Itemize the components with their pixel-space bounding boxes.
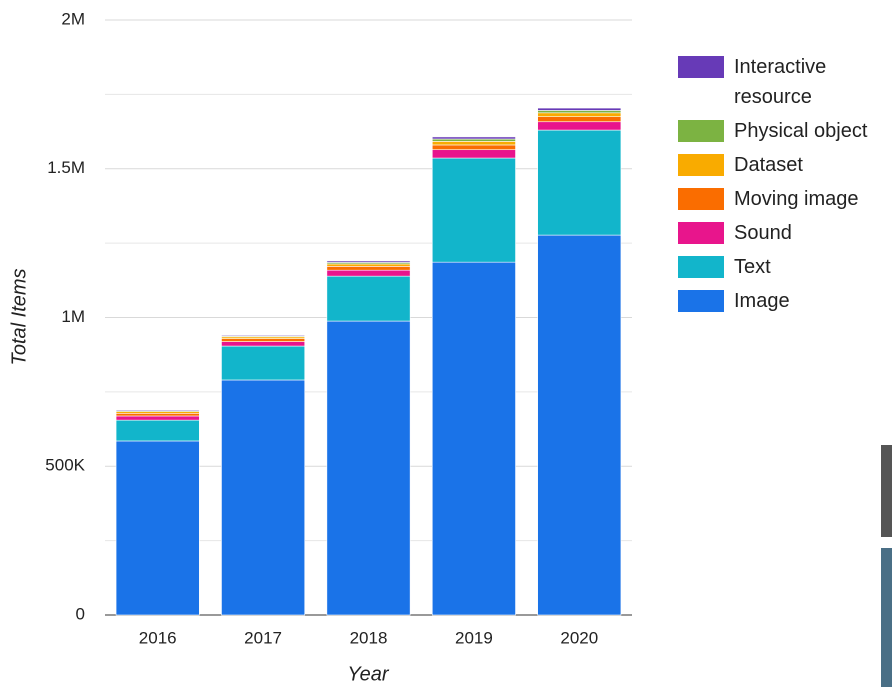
bar-segment [221, 339, 304, 342]
legend-swatch [678, 120, 724, 142]
legend-label: Image [734, 286, 892, 316]
legend-label: Physical object [734, 116, 892, 146]
bar-segment [221, 342, 304, 346]
bar-segment [221, 346, 304, 380]
x-tick-label: 2018 [350, 628, 388, 647]
bar-segment [432, 139, 515, 141]
bar-segment [432, 158, 515, 262]
legend-swatch [678, 56, 724, 78]
bar-segment [116, 441, 199, 615]
legend-item: Sound [678, 222, 892, 248]
legend-item: Image [678, 290, 892, 316]
bar-segment [538, 110, 621, 112]
legend-swatch [678, 154, 724, 176]
legend-swatch [678, 188, 724, 210]
bar-segment [432, 141, 515, 145]
bar-segment [116, 410, 199, 411]
legend-item: Moving image [678, 188, 892, 214]
bar-segment [538, 130, 621, 235]
photo-thumbnail [881, 445, 892, 537]
x-tick-label: 2016 [139, 628, 177, 647]
legend-item: Interactive resource [678, 56, 892, 112]
x-tick-label: 2020 [560, 628, 598, 647]
bar-segment [327, 264, 410, 266]
y-tick-label: 1M [61, 307, 85, 326]
bar-segment [538, 117, 621, 122]
bar-segment [327, 270, 410, 276]
bar-segment [327, 266, 410, 270]
bar-segment [116, 413, 199, 416]
legend-swatch [678, 256, 724, 278]
photo-thumbnail [881, 548, 892, 687]
legend-item: Physical object [678, 120, 892, 146]
bar-segment [432, 145, 515, 150]
page: {"chart_data": {"type": "stacked_bar", "… [0, 0, 892, 687]
bar-segment [538, 122, 621, 130]
bar-segment [538, 108, 621, 110]
bar-segment [432, 150, 515, 158]
legend-label: Sound [734, 218, 892, 248]
legend-label: Dataset [734, 150, 892, 180]
bar-segment [221, 335, 304, 336]
bar-segment [116, 420, 199, 441]
bar-segment [327, 321, 410, 615]
legend-swatch [678, 290, 724, 312]
legend-swatch [678, 222, 724, 244]
x-axis-label: Year [347, 663, 389, 685]
y-axis-label: Total Items [8, 268, 30, 365]
bar-segment [432, 262, 515, 615]
legend-item: Text [678, 256, 892, 282]
bar-segment [327, 276, 410, 321]
legend-item: Dataset [678, 154, 892, 180]
y-tick-label: 2M [61, 9, 85, 28]
legend: Interactive resource Physical object Datas… [678, 56, 892, 324]
legend-label: Moving image [734, 184, 892, 214]
y-tick-label: 0 [76, 604, 85, 623]
bar-segment [538, 235, 621, 615]
legend-label: Interactive resource [734, 52, 892, 112]
x-tick-label: 2017 [244, 628, 282, 647]
bar-segment [538, 113, 621, 117]
x-tick-label: 2019 [455, 628, 493, 647]
y-tick-label: 500K [45, 456, 85, 475]
y-tick-label: 1.5M [47, 158, 85, 177]
bar-segment [116, 416, 199, 420]
bar-segment [327, 261, 410, 262]
bar-segment [432, 137, 515, 139]
bar-segment [221, 380, 304, 615]
legend-label: Text [734, 252, 892, 282]
